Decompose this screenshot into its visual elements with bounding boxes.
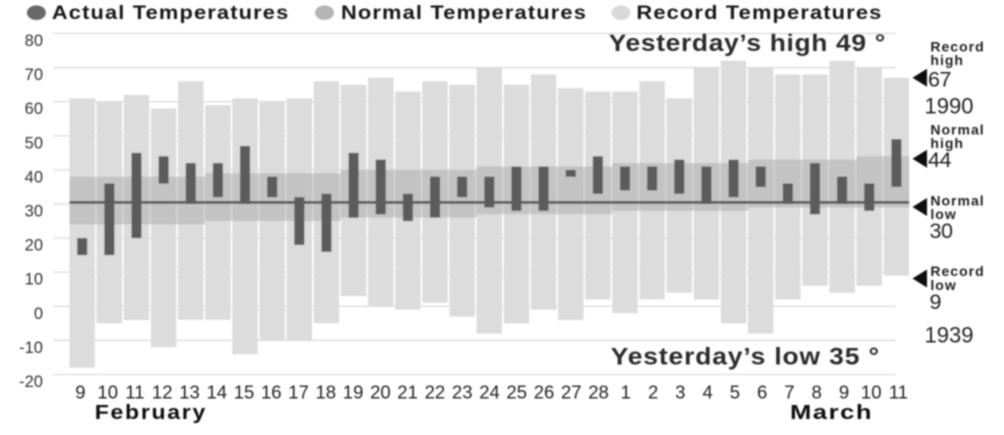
svg-text:40: 40 <box>25 168 43 186</box>
svg-text:Normal: Normal <box>930 122 984 138</box>
svg-text:11: 11 <box>125 382 144 403</box>
svg-text:7: 7 <box>784 382 794 403</box>
svg-text:Normal Temperatures: Normal Temperatures <box>341 2 587 23</box>
svg-text:15: 15 <box>234 382 255 403</box>
svg-text:80: 80 <box>25 32 43 50</box>
svg-text:6: 6 <box>757 382 767 403</box>
svg-text:1: 1 <box>621 382 631 403</box>
svg-text:20: 20 <box>25 237 43 255</box>
svg-text:Actual Temperatures: Actual Temperatures <box>52 2 290 23</box>
svg-text:9: 9 <box>75 382 85 403</box>
svg-text:10: 10 <box>25 271 43 289</box>
svg-text:26: 26 <box>534 382 555 403</box>
svg-text:10: 10 <box>861 382 882 403</box>
svg-text:16: 16 <box>261 382 282 403</box>
svg-text:44: 44 <box>928 148 951 172</box>
svg-text:19: 19 <box>343 382 364 403</box>
svg-text:February: February <box>95 400 207 423</box>
svg-text:12: 12 <box>152 382 173 403</box>
svg-text:low: low <box>930 206 956 222</box>
svg-text:Record Temperatures: Record Temperatures <box>636 2 882 23</box>
svg-text:4: 4 <box>702 382 712 403</box>
svg-text:Record: Record <box>930 263 984 279</box>
svg-text:18: 18 <box>316 382 337 403</box>
svg-text:9: 9 <box>839 382 849 403</box>
svg-text:8: 8 <box>812 382 822 403</box>
svg-text:0: 0 <box>34 305 43 323</box>
svg-text:-20: -20 <box>19 373 43 391</box>
svg-text:21: 21 <box>397 382 418 403</box>
svg-text:1939: 1939 <box>925 322 974 347</box>
svg-text:1990: 1990 <box>925 94 974 119</box>
svg-text:28: 28 <box>588 382 609 403</box>
svg-text:50: 50 <box>25 134 43 152</box>
svg-text:3: 3 <box>675 382 685 403</box>
svg-text:-10: -10 <box>19 339 43 357</box>
svg-text:24: 24 <box>479 382 500 403</box>
svg-text:23: 23 <box>452 382 473 403</box>
svg-text:high: high <box>930 52 964 68</box>
svg-text:2: 2 <box>648 382 658 403</box>
svg-text:Record: Record <box>930 39 984 55</box>
svg-text:10: 10 <box>97 382 118 403</box>
svg-text:13: 13 <box>179 382 200 403</box>
svg-text:17: 17 <box>288 382 309 403</box>
svg-text:67: 67 <box>928 68 951 92</box>
svg-text:70: 70 <box>25 66 43 84</box>
svg-text:Yesterday’s low 35 °: Yesterday’s low 35 ° <box>611 344 880 371</box>
svg-text:March: March <box>790 401 873 424</box>
svg-text:20: 20 <box>370 382 391 403</box>
svg-text:high: high <box>930 135 964 151</box>
svg-text:30: 30 <box>25 203 43 221</box>
svg-text:5: 5 <box>730 382 740 403</box>
svg-text:9: 9 <box>930 290 942 314</box>
svg-text:Normal: Normal <box>930 193 984 209</box>
svg-text:11: 11 <box>889 382 908 403</box>
svg-text:Yesterday’s high 49 °: Yesterday’s high 49 ° <box>609 30 886 57</box>
svg-text:27: 27 <box>561 382 582 403</box>
svg-text:30: 30 <box>930 219 953 243</box>
svg-text:25: 25 <box>506 382 527 403</box>
svg-text:22: 22 <box>425 382 446 403</box>
svg-text:14: 14 <box>207 382 228 403</box>
svg-text:low: low <box>930 277 956 293</box>
svg-text:60: 60 <box>25 100 43 118</box>
